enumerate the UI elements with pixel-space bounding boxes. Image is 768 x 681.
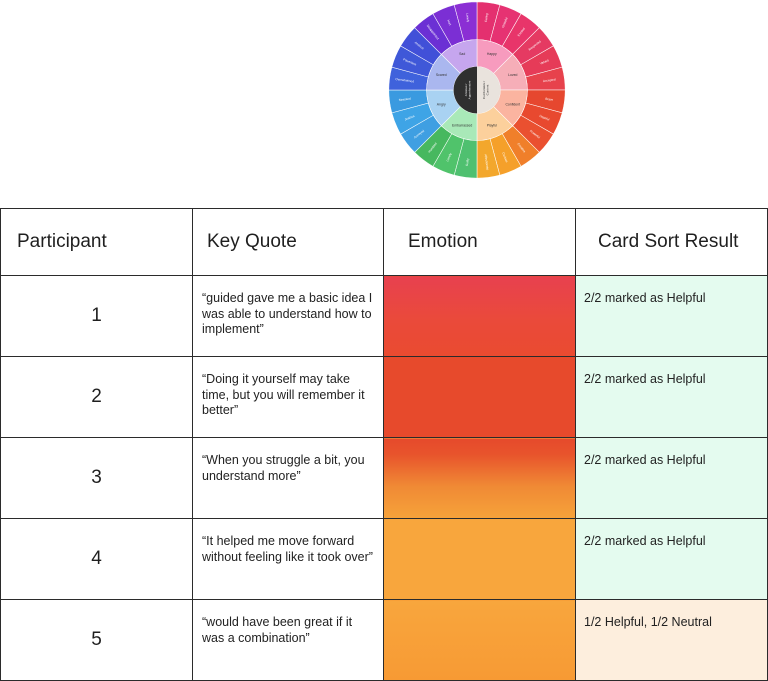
emotion-swatch	[383, 518, 576, 600]
wheel-inner-label: Scared	[436, 73, 447, 77]
wheel-outer-label: Brave	[545, 97, 554, 102]
wheel-outer-label: Affectionate	[484, 154, 490, 171]
table-header-row: Participant Key Quote Emotion Card Sort …	[0, 208, 768, 276]
wheel-outer-label: Excited	[517, 27, 526, 38]
wheel-center-right-label: Comfortable /	[482, 81, 486, 99]
key-quote: “guided gave me a basic idea I was able …	[192, 275, 384, 357]
wheel-outer-label: Hopeful	[539, 114, 551, 122]
card-sort-result: 2/2 marked as Helpful	[575, 356, 768, 438]
wheel-outer-label: Annoyed	[413, 129, 425, 140]
research-findings-table: Participant Key Quote Emotion Card Sort …	[0, 208, 768, 681]
wheel-inner-label: Loved	[508, 73, 517, 77]
column-header-card-sort-result: Card Sort Result	[575, 208, 768, 276]
wheel-outer-label: Powerful	[529, 129, 541, 140]
wheel-outer-label: Overwhelmed	[395, 77, 414, 83]
wheel-inner-label: Happy	[487, 52, 497, 56]
table-row: 5 “would have been great if it was a com…	[0, 599, 768, 681]
emotion-wheel-graphic: Caring GratefulExcitedRespectedValuedAcce…	[388, 1, 566, 179]
wheel-inner-label: Confident	[505, 103, 520, 107]
participant-number: 4	[0, 518, 193, 600]
column-header-emotion: Emotion	[383, 208, 576, 276]
wheel-center-left-label: Anxious /	[464, 84, 468, 97]
key-quote: “When you struggle a bit, you understand…	[192, 437, 384, 519]
wheel-center-left	[453, 66, 477, 114]
wheel-inner-label: Embarrassed	[452, 124, 472, 128]
participant-number: 1	[0, 275, 193, 357]
wheel-outer-label: Lonely	[445, 152, 452, 162]
key-quote: “would have been great if it was a combi…	[192, 599, 384, 681]
key-quote: “It helped me move forward without feeli…	[192, 518, 384, 600]
wheel-inner-label: Sad	[459, 52, 465, 56]
card-sort-result: 1/2 Helpful, 1/2 Neutral	[575, 599, 768, 681]
wheel-inner-label: Playful	[487, 124, 497, 128]
column-header-key-quote: Key Quote	[192, 208, 384, 276]
wheel-outer-label: Lonely	[465, 13, 470, 23]
participant-number: 2	[0, 356, 193, 438]
key-quote: “Doing it yourself may take time, but yo…	[192, 356, 384, 438]
emotion-swatch	[383, 599, 576, 681]
wheel-outer-label: Powerless	[402, 57, 417, 66]
emotion-swatch	[383, 356, 576, 438]
table-row: 2 “Doing it yourself may take time, but …	[0, 356, 768, 438]
wheel-center-left-label: Apprehensive	[468, 80, 472, 99]
card-sort-result: 2/2 marked as Helpful	[575, 518, 768, 600]
wheel-inner-label: Angry	[437, 103, 446, 107]
wheel-outer-label: Jealous	[404, 114, 416, 122]
table-row: 1 “guided gave me a basic idea I was abl…	[0, 275, 768, 357]
emotion-swatch	[383, 437, 576, 519]
participant-number: 5	[0, 599, 193, 681]
wheel-outer-label: Creative	[516, 142, 526, 154]
wheel-outer-label: Valued	[539, 58, 549, 65]
wheel-outer-label: Accepted	[543, 77, 556, 83]
table-row: 4 “It helped me move forward without fee…	[0, 518, 768, 600]
table-row: 3 “When you struggle a bit, you understa…	[0, 437, 768, 519]
wheel-outer-label: Humbled	[427, 141, 438, 153]
emotion-swatch	[383, 275, 576, 357]
wheel-outer-label: Stressed	[398, 97, 411, 103]
card-sort-result: 2/2 marked as Helpful	[575, 275, 768, 357]
wheel-outer-label: Caring	[484, 13, 489, 23]
column-header-participant: Participant	[0, 208, 193, 276]
wheel-outer-label: Grateful	[501, 17, 509, 29]
card-sort-result: 2/2 marked as Helpful	[575, 437, 768, 519]
emotion-wheel: Caring Grateful Excited Respected Valued Acce…	[380, 0, 574, 180]
wheel-outer-label: Hurt	[446, 19, 452, 26]
wheel-outer-label: Guilty	[465, 158, 470, 167]
wheel-center-right-label: Content	[486, 85, 490, 96]
participant-number: 3	[0, 437, 193, 519]
wheel-outer-label: Curious	[501, 152, 509, 164]
wheel-outer-label: Anxious	[414, 41, 425, 51]
wheel-center-right	[477, 66, 501, 114]
